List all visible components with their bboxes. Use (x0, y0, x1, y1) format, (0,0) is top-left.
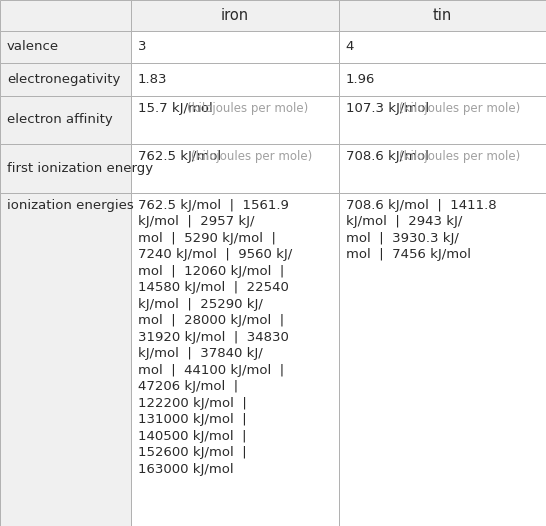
Text: ionization energies: ionization energies (7, 198, 134, 211)
Text: 4: 4 (346, 41, 354, 53)
Bar (131, 0, 339, 31)
Bar (339, 96, 546, 144)
Bar (339, 193, 546, 526)
Text: (kilojoules per mole): (kilojoules per mole) (191, 150, 312, 163)
Bar (131, 193, 339, 526)
Bar (339, 0, 546, 31)
Bar (339, 31, 546, 63)
Text: 762.5 kJ/mol: 762.5 kJ/mol (138, 150, 221, 163)
Text: 107.3 kJ/mol: 107.3 kJ/mol (346, 102, 429, 115)
Bar (0, 96, 131, 144)
Text: (kilojoules per mole): (kilojoules per mole) (399, 150, 520, 163)
Bar (339, 63, 546, 96)
Text: (kilojoules per mole): (kilojoules per mole) (399, 102, 520, 115)
Text: 1.83: 1.83 (138, 73, 168, 86)
Bar (0, 31, 131, 63)
Bar (131, 96, 339, 144)
Text: iron: iron (221, 8, 249, 23)
Text: 15.7 kJ/mol: 15.7 kJ/mol (138, 102, 213, 115)
Text: valence: valence (7, 41, 59, 53)
Text: 708.6 kJ/mol  |  1411.8
kJ/mol  |  2943 kJ/
mol  |  3930.3 kJ/
mol  |  7456 kJ/m: 708.6 kJ/mol | 1411.8 kJ/mol | 2943 kJ/ … (346, 198, 496, 261)
Bar (0, 193, 131, 526)
Bar (131, 144, 339, 193)
Text: 1.96: 1.96 (346, 73, 375, 86)
Bar (0, 0, 131, 31)
Text: 708.6 kJ/mol: 708.6 kJ/mol (346, 150, 429, 163)
Text: first ionization energy: first ionization energy (7, 162, 153, 175)
Text: 762.5 kJ/mol  |  1561.9
kJ/mol  |  2957 kJ/
mol  |  5290 kJ/mol  |
7240 kJ/mol  : 762.5 kJ/mol | 1561.9 kJ/mol | 2957 kJ/ … (138, 198, 292, 476)
Text: tin: tin (432, 8, 452, 23)
Text: electron affinity: electron affinity (7, 114, 113, 126)
Bar (339, 144, 546, 193)
Bar (0, 63, 131, 96)
Bar (131, 31, 339, 63)
Text: (kilojoules per mole): (kilojoules per mole) (187, 102, 308, 115)
Bar (131, 63, 339, 96)
Text: electronegativity: electronegativity (7, 73, 120, 86)
Bar (0, 144, 131, 193)
Text: 3: 3 (138, 41, 146, 53)
